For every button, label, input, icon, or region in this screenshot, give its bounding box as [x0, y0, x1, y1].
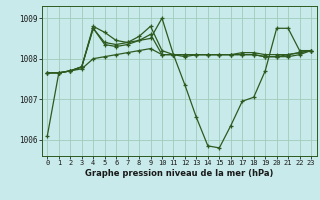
X-axis label: Graphe pression niveau de la mer (hPa): Graphe pression niveau de la mer (hPa)	[85, 169, 273, 178]
